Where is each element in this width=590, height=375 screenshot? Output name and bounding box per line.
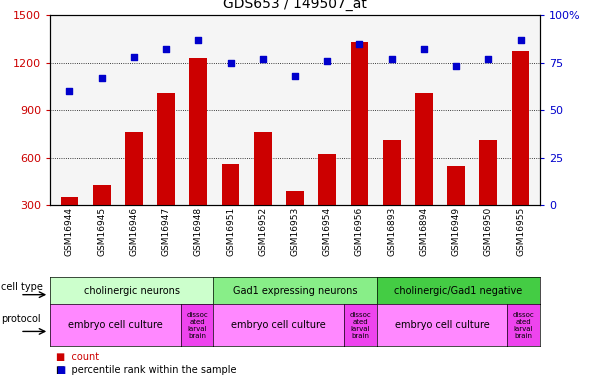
Bar [447, 165, 465, 253]
Bar [512, 51, 529, 253]
Bar [222, 164, 240, 253]
Bar [350, 42, 368, 253]
Bar [319, 154, 336, 253]
Bar [158, 93, 175, 253]
Text: dissoc
ated
larval
brain: dissoc ated larval brain [349, 312, 371, 339]
Point [484, 56, 493, 62]
Text: dissoc
ated
larval
brain: dissoc ated larval brain [186, 312, 208, 339]
Bar [61, 197, 78, 253]
Bar [93, 184, 110, 253]
Text: embryo cell culture: embryo cell culture [231, 320, 326, 330]
Point [65, 88, 74, 94]
Text: embryo cell culture: embryo cell culture [395, 320, 489, 330]
Bar [480, 140, 497, 253]
Point [516, 37, 525, 43]
Text: protocol: protocol [1, 314, 41, 324]
Point [323, 58, 332, 64]
Text: Gad1 expressing neurons: Gad1 expressing neurons [232, 286, 358, 296]
Text: cholinergic neurons: cholinergic neurons [84, 286, 180, 296]
Point [290, 73, 300, 79]
Point [387, 56, 396, 62]
Point [97, 75, 106, 81]
Bar [254, 132, 271, 253]
Point [162, 46, 171, 52]
Bar [415, 93, 432, 253]
Bar [286, 191, 304, 253]
Point [194, 37, 203, 43]
Text: ■  percentile rank within the sample: ■ percentile rank within the sample [56, 365, 237, 375]
Point [226, 60, 235, 66]
Text: dissoc
ated
larval
brain: dissoc ated larval brain [513, 312, 535, 339]
Text: ■: ■ [56, 365, 65, 375]
Text: embryo cell culture: embryo cell culture [68, 320, 163, 330]
Text: cell type: cell type [1, 282, 43, 292]
Bar [189, 58, 207, 253]
Point [355, 40, 364, 46]
Point [451, 63, 461, 69]
Point [419, 46, 428, 52]
Point [129, 54, 139, 60]
Text: cholinergic/Gad1 negative: cholinergic/Gad1 negative [394, 286, 522, 296]
Text: GDS653 / 149507_at: GDS653 / 149507_at [223, 0, 367, 11]
Text: ■  count: ■ count [56, 352, 99, 362]
Bar [125, 132, 143, 253]
Bar [383, 140, 401, 253]
Point [258, 56, 267, 62]
